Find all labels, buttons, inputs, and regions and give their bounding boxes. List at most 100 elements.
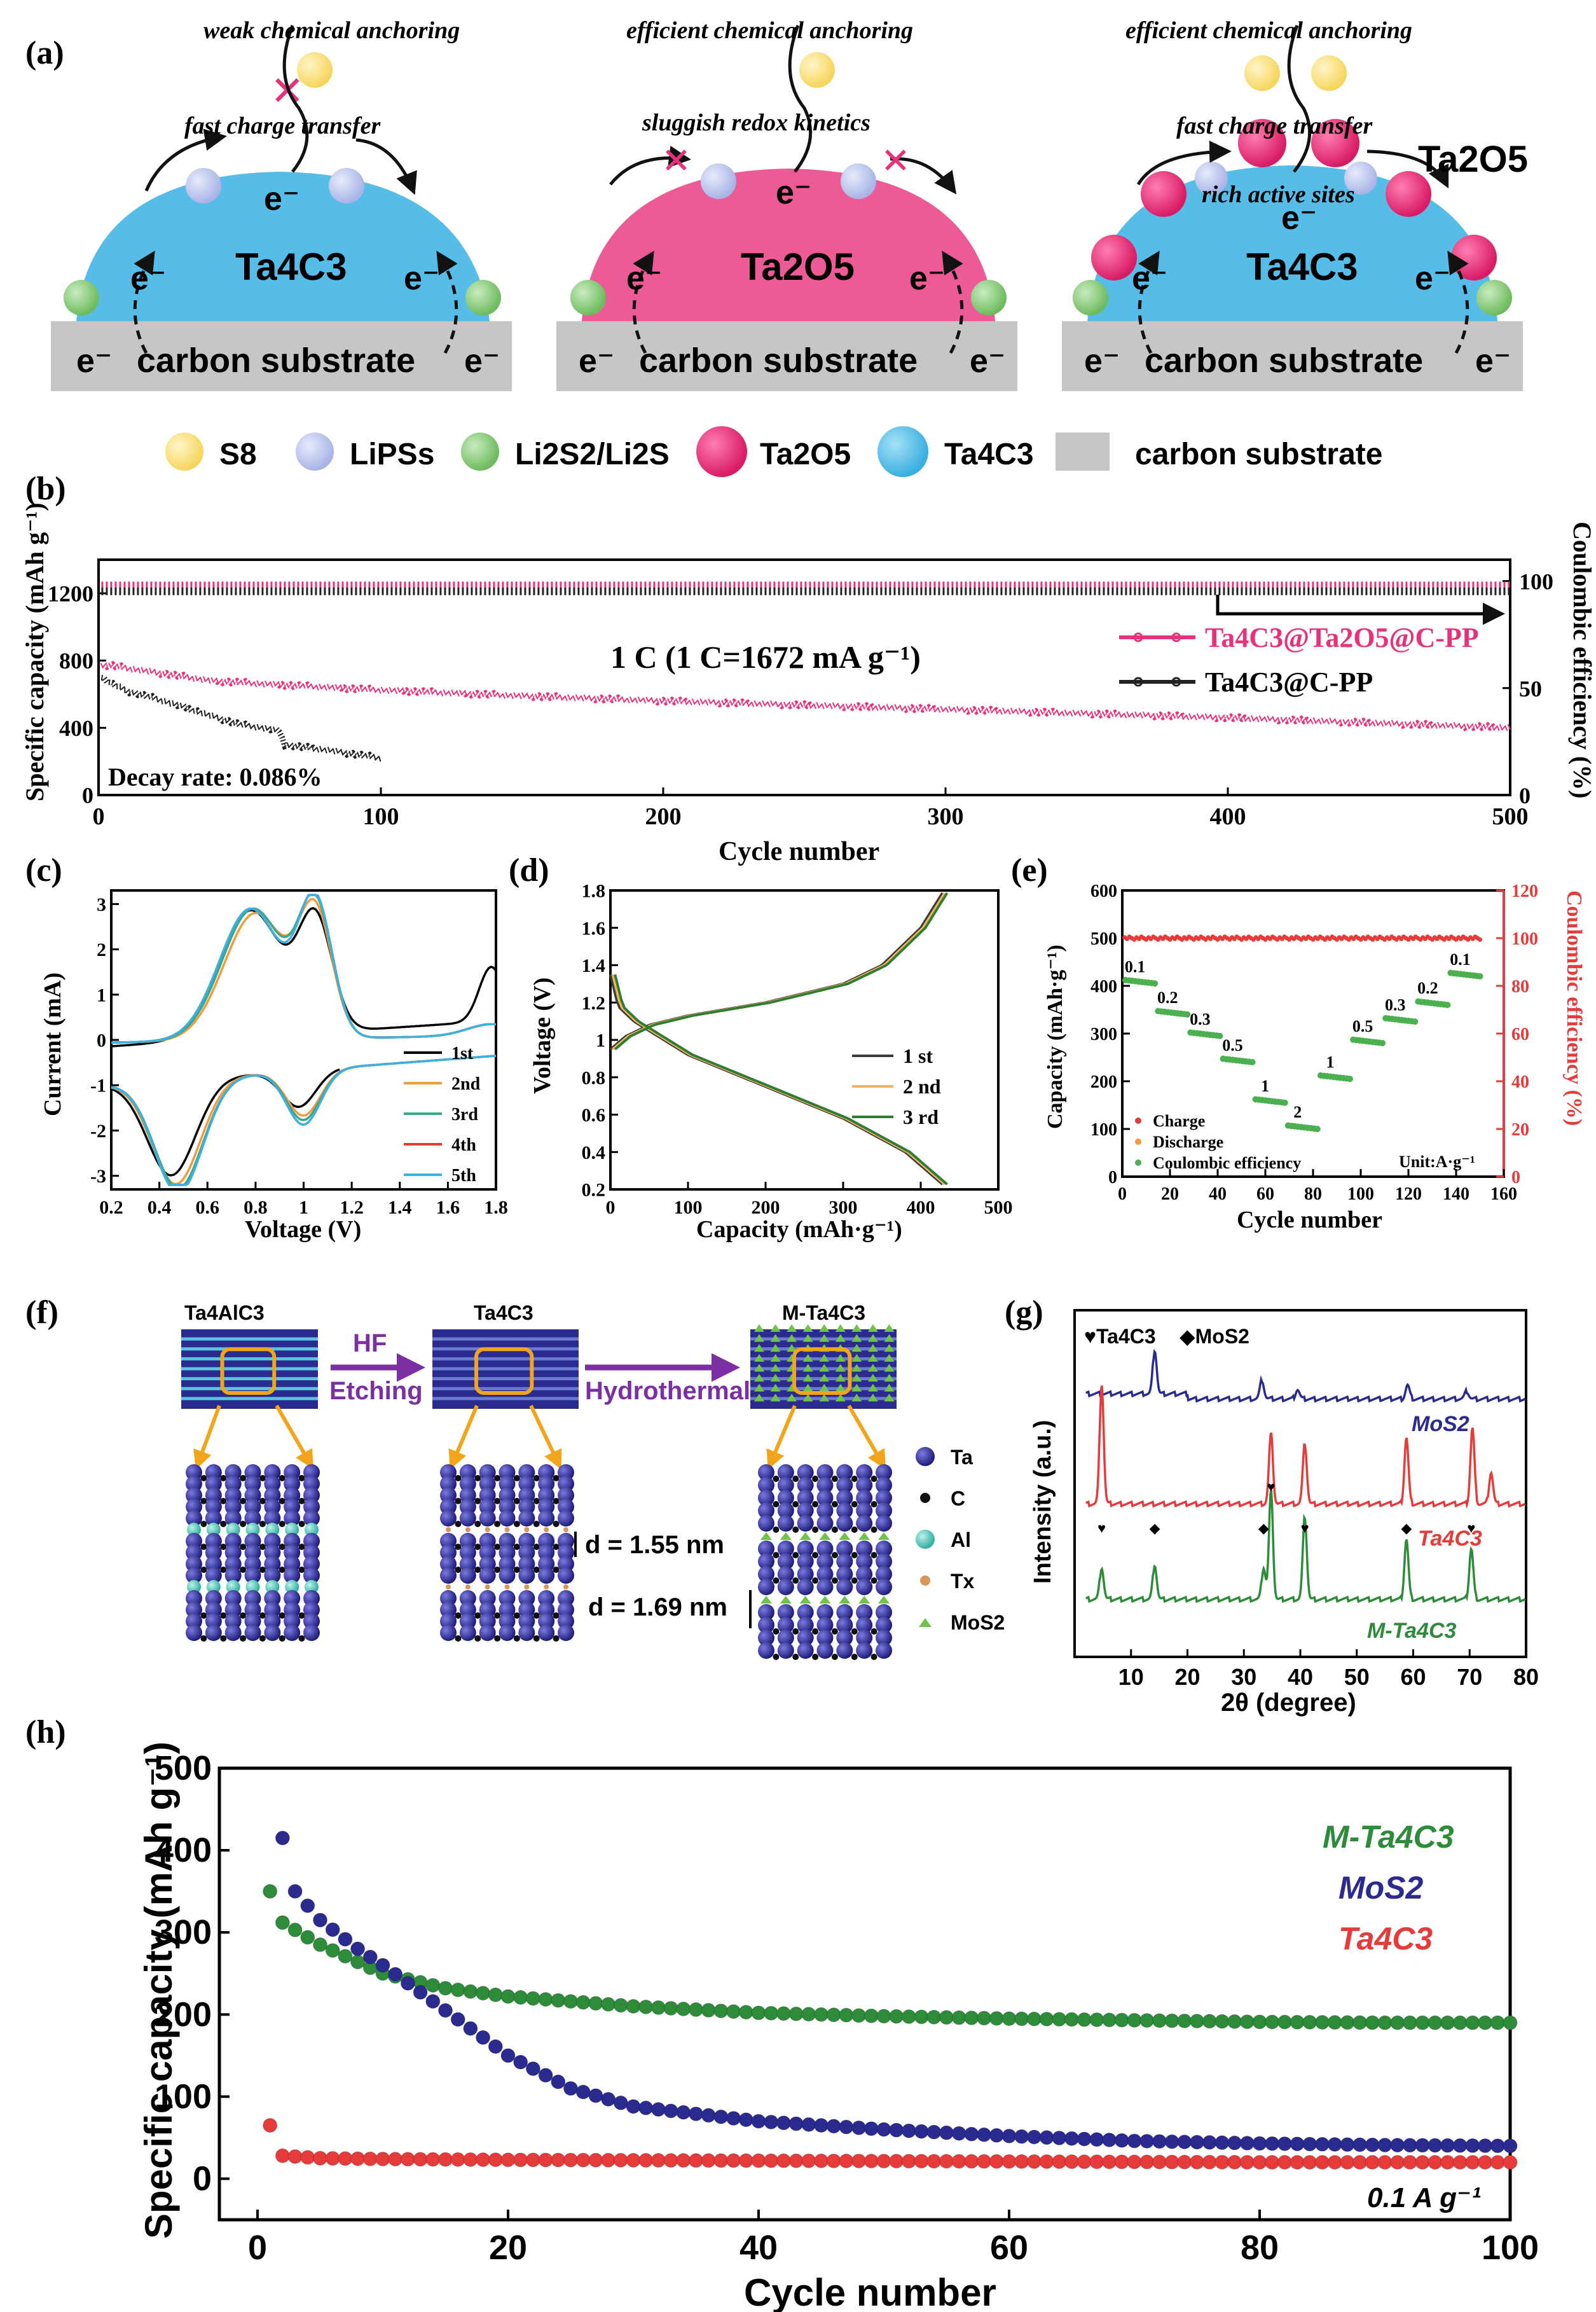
ta-atom [777, 1630, 794, 1646]
xrd-label-M-Ta4C3: M-Ta4C3 [1367, 1619, 1457, 1643]
ta-atom [777, 1617, 794, 1633]
ta-atom [244, 1464, 261, 1481]
mos2-atom [760, 1596, 772, 1603]
panel-h: (h) 0 20 40 60 80 100 0 100 200 300 400 500 M-Ta4C3… [25, 1714, 1539, 2312]
ta-atom [538, 1602, 555, 1618]
zoom-arrow [448, 1404, 479, 1470]
mos2-flake [754, 1383, 764, 1392]
ta-atom [797, 1490, 814, 1506]
spacing-label-d2: d = 1.69 nm [588, 1593, 727, 1621]
data-point-MoS2 [588, 2088, 603, 2103]
data-point-M-Ta4C3 [1026, 2011, 1042, 2026]
data-point-MoS2 [1490, 2138, 1505, 2154]
s8-particle [297, 52, 333, 88]
data-point-MoS2 [951, 2126, 967, 2141]
ta-atom [479, 1464, 496, 1481]
c-atom [240, 1475, 247, 1481]
data-point-MoS2 [989, 2128, 1004, 2143]
data-point-M-Ta4C3 [1478, 2015, 1493, 2030]
c-atom [851, 1552, 858, 1558]
c-atom [220, 1521, 227, 1527]
ta-atom [797, 1464, 814, 1481]
lipss-particle [1195, 162, 1228, 195]
data-point-MoS2 [889, 2122, 904, 2138]
ta-atom [797, 1642, 814, 1659]
data-point-Ta4C3 [1503, 2155, 1518, 2170]
ta-atom [758, 1540, 774, 1557]
sluggish-kinetics-label: sluggish redox kinetics [642, 109, 870, 136]
c-atom [773, 1628, 780, 1635]
c-atom [474, 1544, 481, 1550]
ta-atom [244, 1567, 261, 1584]
ta-atom [876, 1540, 892, 1557]
data-point-M-Ta4C3 [1365, 2015, 1380, 2030]
ta-atom [459, 1590, 476, 1607]
ta-atom [205, 1499, 222, 1515]
ta-atom [303, 1556, 320, 1572]
data-point-Ta4C3 [1277, 2155, 1292, 2170]
mos2-flake [802, 1394, 813, 1402]
c-atom [200, 1635, 207, 1642]
data-point-Ta4C3 [964, 2154, 979, 2169]
wavy-arrow [788, 25, 813, 173]
ta-atom [758, 1515, 774, 1532]
electron-symbol: e⁻ [1475, 343, 1511, 380]
discharge-curve-1 [611, 974, 946, 1186]
y-tick-label: 1.6 [582, 918, 606, 939]
data-point-MoS2 [338, 1932, 353, 1947]
mos2-atom [858, 1532, 870, 1540]
x-axis-label-c: Voltage (V) [245, 1216, 361, 1243]
legend-label-4th: 4th [451, 1135, 476, 1155]
y-tick-label: 1.4 [582, 955, 606, 976]
data-point-Ta4C3 [1415, 2155, 1430, 2170]
mos2-flake [787, 1394, 797, 1402]
ta-atom [876, 1553, 892, 1570]
x-tick-label: 300 [829, 1197, 858, 1218]
ta-atom [244, 1556, 261, 1572]
carbon-substrate-middle [556, 321, 1017, 391]
data-point-MoS2 [713, 2109, 729, 2124]
data-point-Ta4C3 [1190, 2154, 1204, 2170]
ta-atom [856, 1630, 873, 1646]
x-tick-label: 1.4 [388, 1197, 412, 1218]
data-point-M-Ta4C3 [1377, 2015, 1393, 2030]
electron-symbol: e⁻ [1415, 260, 1450, 297]
data-point-MoS2 [1390, 2138, 1405, 2153]
schematic-middle: ✕ ✕ efficient chemical anchoring sluggis… [556, 17, 1017, 391]
efficient-anchoring-label: efficient chemical anchoring [626, 17, 913, 44]
tx-atom [524, 1584, 530, 1589]
ta-atom [558, 1533, 574, 1549]
ta-atom [816, 1642, 834, 1659]
mos2-flake [835, 1324, 846, 1332]
ta-atom [303, 1590, 320, 1607]
ta-atom [479, 1487, 496, 1504]
ta-atom [856, 1540, 873, 1557]
data-point-Ta4C3 [1377, 2155, 1393, 2170]
tx-atom [485, 1584, 490, 1589]
x-tick-label: 160 [1490, 1184, 1517, 1204]
zoom-arrow [529, 1404, 562, 1470]
legend-label-f: Ta [951, 1446, 973, 1469]
data-point-Ta4C3 [1252, 2155, 1267, 2170]
ta-atom [440, 1533, 457, 1549]
ta-atom [205, 1624, 222, 1641]
ta-atom [518, 1613, 535, 1630]
mos2-atom [780, 1532, 792, 1540]
data-point-Ta4C3 [1340, 2155, 1355, 2170]
c-atom [870, 1526, 877, 1533]
ta-atom [440, 1624, 457, 1641]
data-point-Ta4C3 [1177, 2154, 1192, 2170]
mos2-flake [884, 1334, 895, 1342]
ta-atom [205, 1556, 222, 1572]
data-point-M-Ta4C3 [476, 1986, 491, 2001]
capacity-point [1379, 1040, 1386, 1046]
peak-marker-icon: ♥ [1097, 1520, 1106, 1536]
tx-atom [465, 1527, 471, 1532]
ta-atom [303, 1602, 320, 1618]
x-tick-label: 500 [1492, 803, 1529, 830]
y-axis-label-b: Specific capacity (mAh g⁻¹) [20, 502, 49, 801]
data-point-MoS2 [362, 1949, 378, 1965]
c-atom [455, 1521, 462, 1527]
data-point-MoS2 [1365, 2137, 1380, 2152]
data-point-M-Ta4C3 [1001, 2011, 1017, 2026]
